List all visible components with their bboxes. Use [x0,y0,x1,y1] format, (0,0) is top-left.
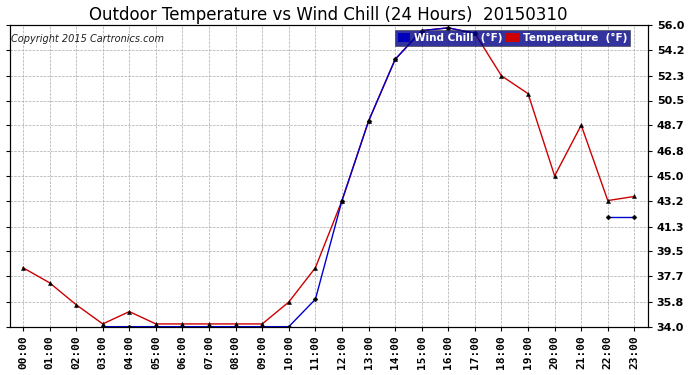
Text: Copyright 2015 Cartronics.com: Copyright 2015 Cartronics.com [11,34,164,44]
Legend: Wind Chill  (°F), Temperature  (°F): Wind Chill (°F), Temperature (°F) [395,30,630,46]
Title: Outdoor Temperature vs Wind Chill (24 Hours)  20150310: Outdoor Temperature vs Wind Chill (24 Ho… [90,6,568,24]
